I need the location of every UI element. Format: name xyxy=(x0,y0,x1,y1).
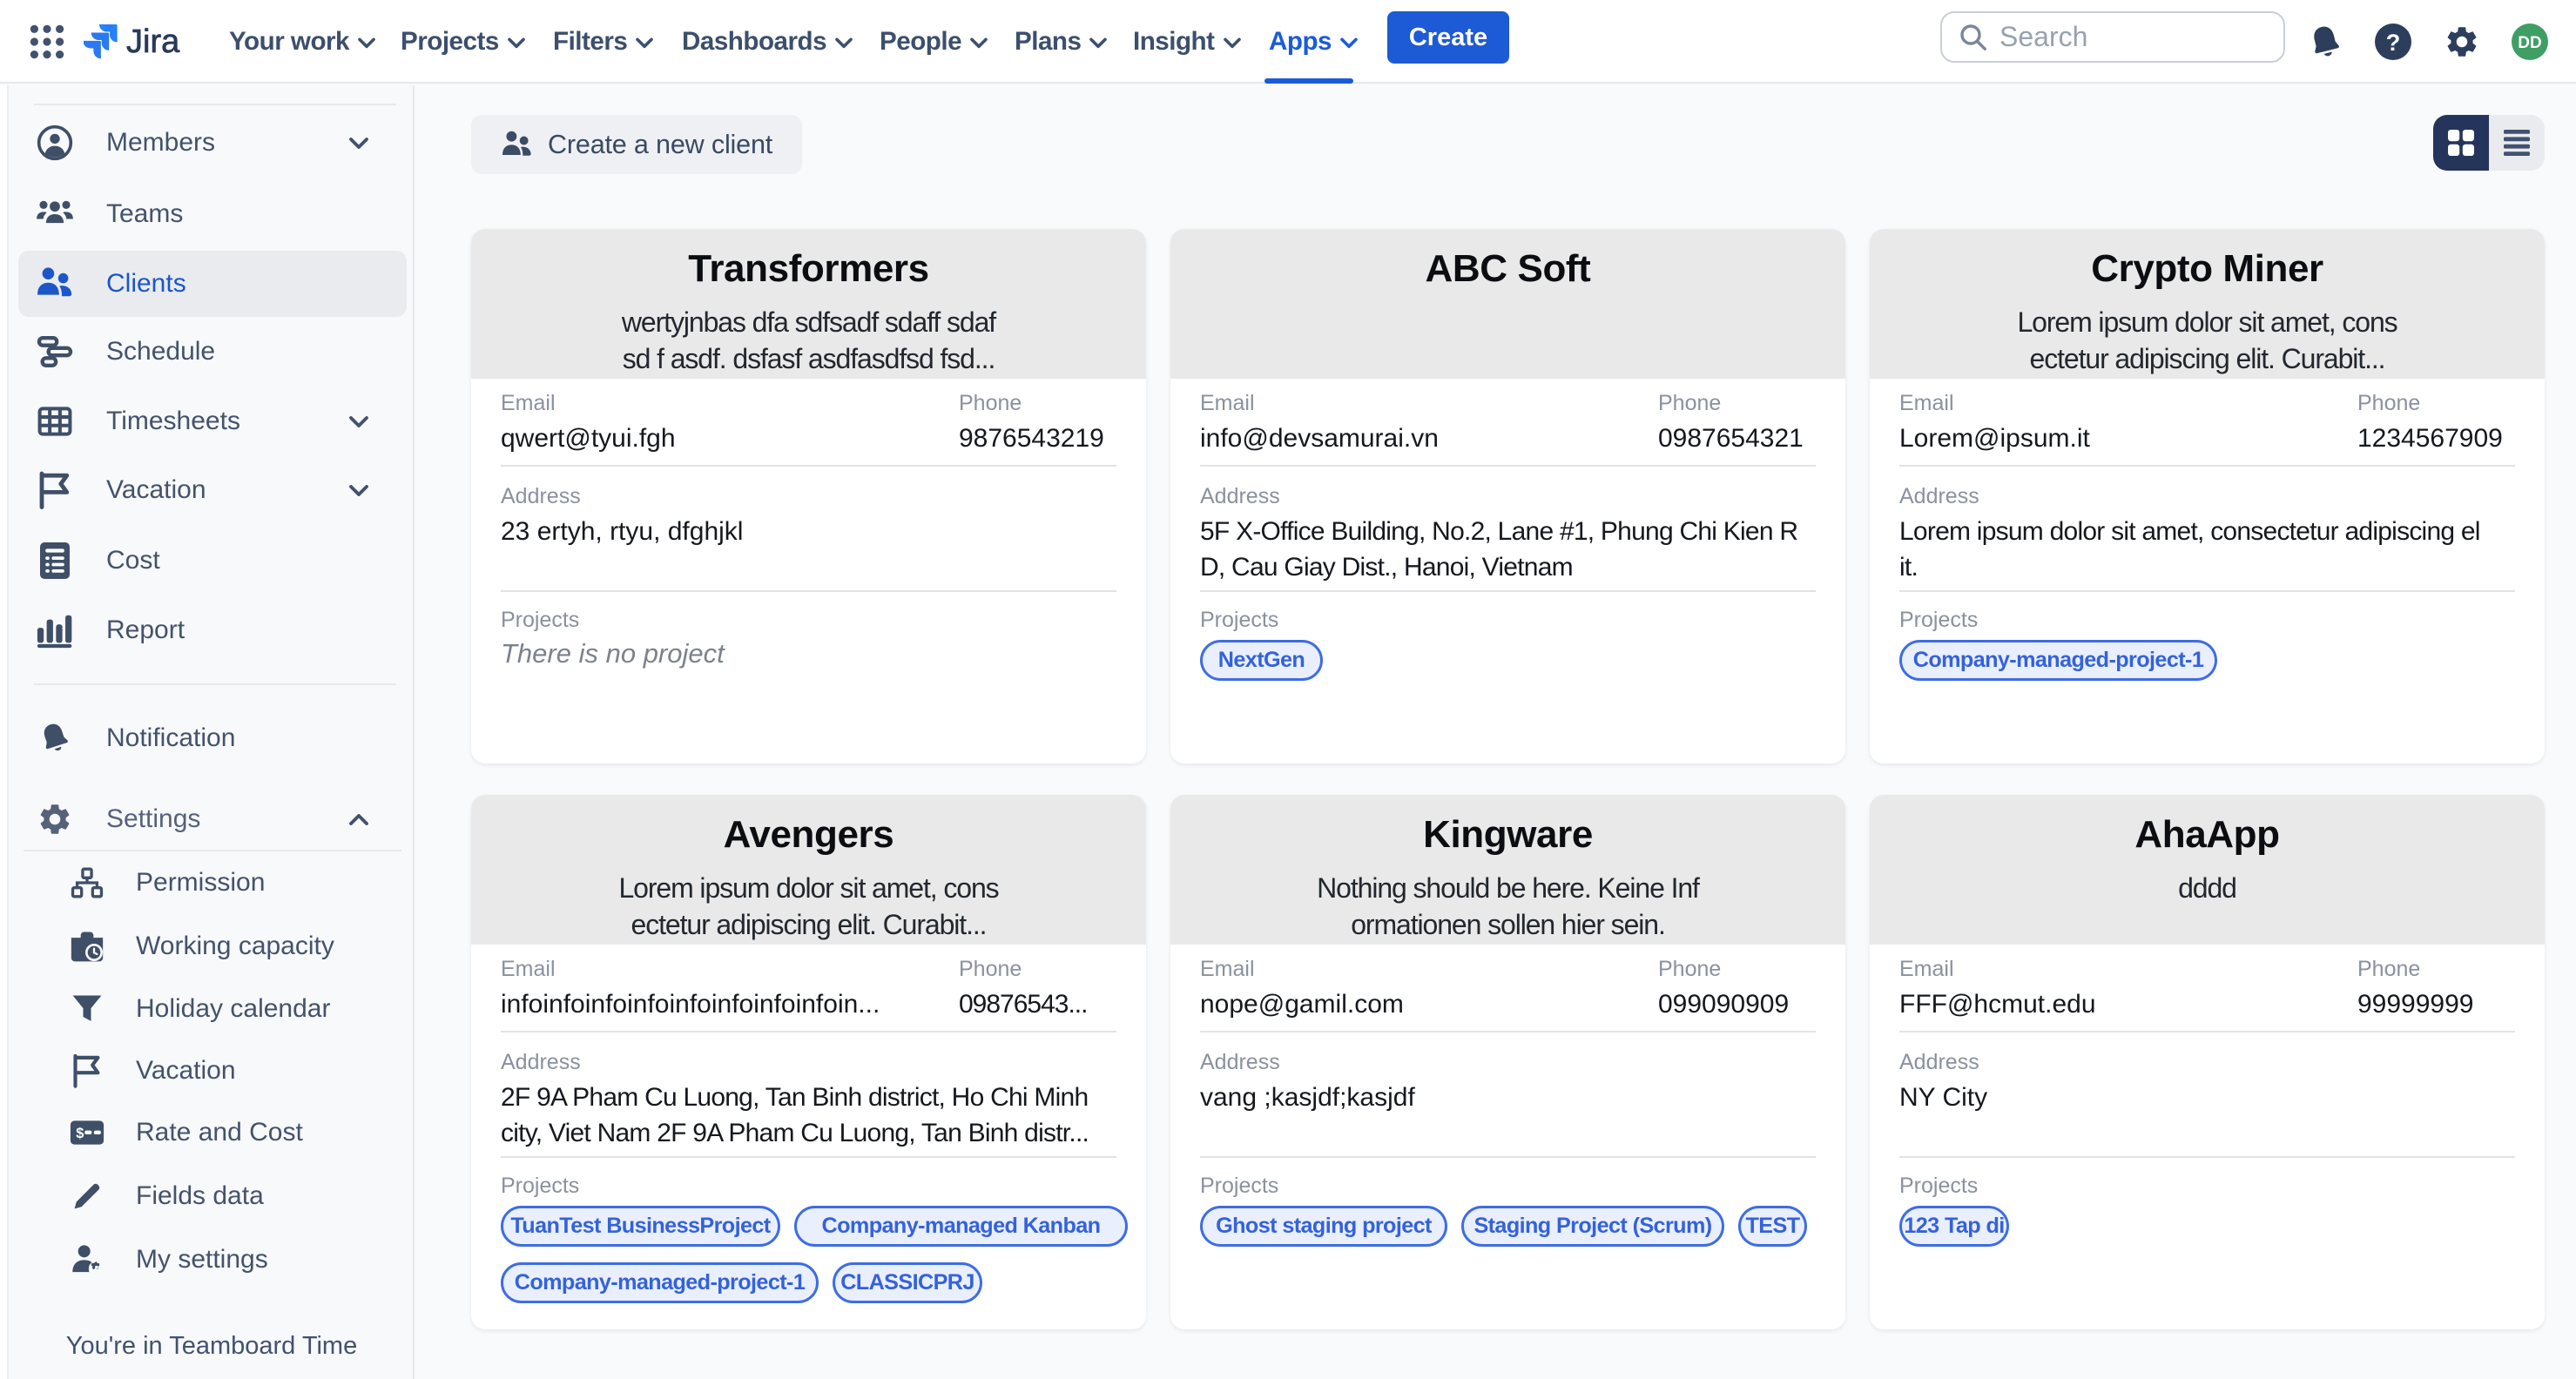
svg-text:DD: DD xyxy=(2518,34,2541,52)
svg-text:?: ? xyxy=(2386,30,2401,56)
svg-text:$: $ xyxy=(76,1126,84,1141)
